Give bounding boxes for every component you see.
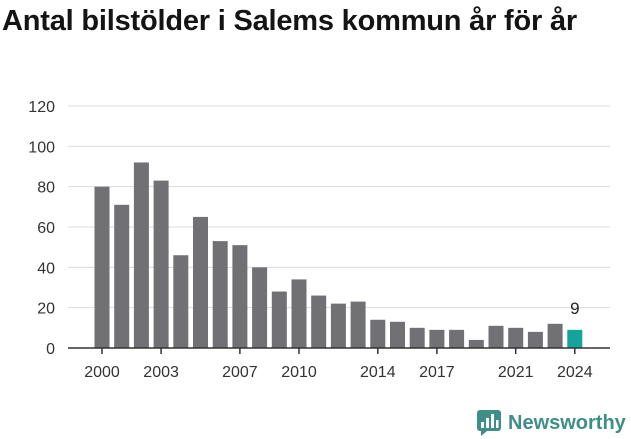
brand-name: Newsworthy — [508, 411, 626, 434]
x-axis-ticks: 2000 2003 2007 2010 2014 2017 2021 2024 — [84, 348, 593, 381]
bar-2009 — [271, 291, 287, 348]
bar-2017 — [429, 329, 445, 348]
bar-2021 — [508, 327, 524, 348]
y-tick-label: 100 — [28, 139, 55, 156]
bar-2012 — [330, 303, 346, 348]
x-tick-label: 2017 — [419, 364, 455, 381]
x-tick-label: 2010 — [281, 364, 317, 381]
bar-2002 — [133, 162, 149, 348]
x-tick-label: 2003 — [143, 364, 179, 381]
y-tick-label: 40 — [37, 260, 55, 277]
grid-lines — [68, 105, 610, 309]
y-axis-labels: 0 20 40 60 80 100 120 — [28, 99, 55, 358]
x-tick-label: 2021 — [498, 364, 534, 381]
x-tick-label: 2000 — [84, 364, 120, 381]
bar-2014 — [370, 319, 386, 348]
y-tick-label: 20 — [37, 301, 55, 318]
bar-2019 — [468, 339, 484, 348]
bar-2003 — [153, 180, 169, 348]
bars — [94, 162, 583, 348]
bar-2008 — [252, 267, 268, 348]
brand-logo: Newsworthy — [476, 408, 626, 438]
bar-2024 — [567, 329, 583, 348]
bar-2013 — [350, 301, 366, 348]
bar-2001 — [114, 204, 130, 348]
y-tick-label: 80 — [37, 180, 55, 197]
bar-2020 — [488, 325, 504, 348]
x-tick-label: 2007 — [222, 364, 258, 381]
y-tick-label: 120 — [28, 99, 55, 116]
bar-2005 — [193, 216, 208, 348]
bar-2015 — [390, 321, 405, 348]
y-tick-label: 60 — [37, 220, 55, 237]
bar-2000 — [94, 186, 110, 348]
x-tick-label: 2024 — [557, 364, 593, 381]
newsworthy-chart-icon — [477, 410, 501, 436]
y-tick-label: 0 — [46, 341, 55, 358]
bar-2010 — [291, 279, 307, 348]
bar-2016 — [409, 327, 425, 348]
x-tick-label: 2014 — [360, 364, 396, 381]
bar-2018 — [449, 329, 465, 348]
bar-chart: 0 20 40 60 80 100 120 2000 2003 2007 2010 2014 2017… — [28, 99, 610, 381]
bar-2023 — [547, 323, 563, 348]
chart-title: Antal bilstölder i Salems kommun år för … — [2, 5, 577, 37]
data-label-2024: 9 — [570, 299, 579, 318]
bar-2022 — [527, 331, 543, 348]
data-labels: 9 — [570, 299, 579, 318]
bar-2004 — [173, 255, 189, 348]
bar-2011 — [311, 295, 327, 348]
bar-2007 — [232, 245, 248, 348]
bar-2006 — [212, 241, 228, 348]
